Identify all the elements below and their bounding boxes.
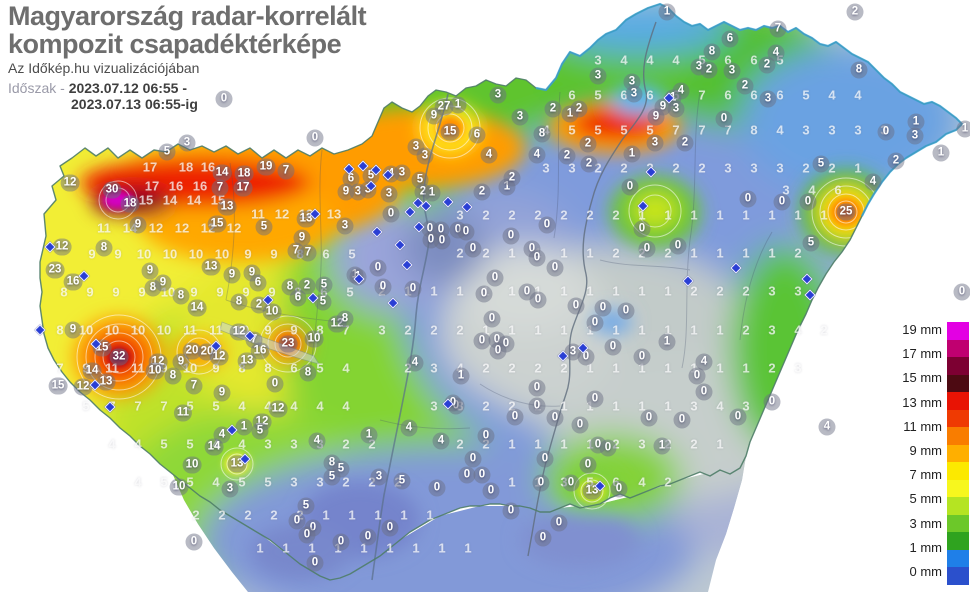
northeast-border-accent: [535, 2, 964, 217]
legend-label: 0 mm: [909, 563, 943, 579]
legend-color-step: [947, 462, 969, 480]
legend-color-step: [947, 514, 969, 533]
legend-label: 9 mm: [909, 442, 943, 458]
legend-label: 3 mm: [909, 515, 943, 531]
legend-color-step: [947, 392, 969, 410]
legend-label: 19 mm: [902, 322, 942, 337]
legend-color-step: [947, 497, 969, 515]
legend-color-step: [947, 322, 969, 340]
legend-label: 11 mm: [903, 418, 942, 434]
legend-label: 5 mm: [909, 491, 943, 507]
legend-color-step: [947, 567, 969, 585]
legend-label: 7 mm: [909, 467, 943, 483]
legend-color-step: [947, 374, 969, 393]
danube-river: [371, 93, 449, 581]
legend-label: 1 mm: [909, 539, 943, 555]
legend-color-step: [947, 532, 969, 550]
legend-color-step: [947, 409, 969, 428]
legend-color-step: [947, 444, 969, 463]
legend-label: 17 mm: [902, 346, 942, 362]
legend-labels: 19 mm 17 mm 15 mm 13 mm 11 mm 9 mm 7 mm 5 mm 3 m…: [896, 323, 947, 578]
legend-color-step: [947, 549, 969, 568]
precipitation-legend: 19 mm 17 mm 15 mm 13 mm 11 mm 9 mm 7 mm 5 mm 3 m…: [896, 322, 969, 585]
legend-color-bar: [947, 322, 969, 585]
legend-color-step: [947, 479, 969, 498]
legend-color-step: [947, 339, 969, 358]
legend-label: 13 mm: [902, 394, 942, 410]
legend-label: 15 mm: [902, 370, 942, 386]
tisza-river: [527, 21, 657, 557]
legend-color-step: [947, 357, 969, 375]
legend-color-step: [947, 427, 969, 445]
